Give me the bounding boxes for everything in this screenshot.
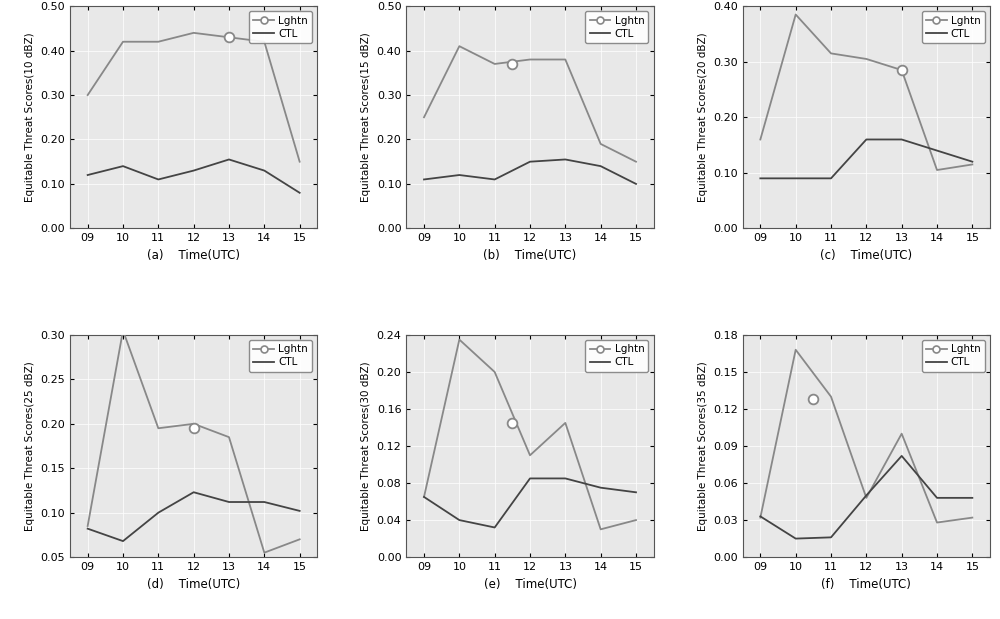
Y-axis label: Equitable Threat Scores(25 dBZ): Equitable Threat Scores(25 dBZ): [25, 361, 35, 531]
Y-axis label: Equitable Threat Scores(20 dBZ): Equitable Threat Scores(20 dBZ): [698, 32, 708, 202]
X-axis label: (b)    Time(UTC): (b) Time(UTC): [483, 249, 577, 262]
Legend: Lghtn, CTL: Lghtn, CTL: [922, 11, 985, 43]
Legend: Lghtn, CTL: Lghtn, CTL: [249, 340, 312, 371]
X-axis label: (f)    Time(UTC): (f) Time(UTC): [821, 578, 911, 591]
Y-axis label: Equitable Threat Scores(10 dBZ): Equitable Threat Scores(10 dBZ): [25, 32, 35, 202]
Legend: Lghtn, CTL: Lghtn, CTL: [585, 340, 648, 371]
Y-axis label: Equitable Threat Scores(35 dBZ): Equitable Threat Scores(35 dBZ): [698, 361, 708, 531]
X-axis label: (c)    Time(UTC): (c) Time(UTC): [820, 249, 912, 262]
X-axis label: (a)    Time(UTC): (a) Time(UTC): [147, 249, 240, 262]
X-axis label: (d)    Time(UTC): (d) Time(UTC): [147, 578, 240, 591]
Legend: Lghtn, CTL: Lghtn, CTL: [249, 11, 312, 43]
Y-axis label: Equitable Threat Scores(15 dBZ): Equitable Threat Scores(15 dBZ): [361, 32, 371, 202]
Legend: Lghtn, CTL: Lghtn, CTL: [922, 340, 985, 371]
Y-axis label: Equitable Threat Scores(30 dBZ): Equitable Threat Scores(30 dBZ): [361, 361, 371, 531]
Legend: Lghtn, CTL: Lghtn, CTL: [585, 11, 648, 43]
X-axis label: (e)    Time(UTC): (e) Time(UTC): [484, 578, 576, 591]
